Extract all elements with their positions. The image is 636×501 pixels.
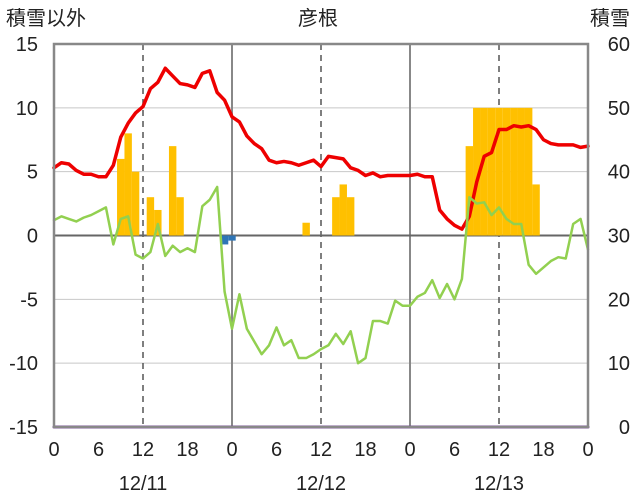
left-tick-label: -10: [9, 353, 38, 375]
precip-bar: [487, 107, 496, 236]
precip-bar: [465, 146, 474, 236]
precip-bar: [176, 197, 184, 236]
precip-bar: [117, 158, 125, 236]
right-tick-labels: 60 50 40 30 20 10 0: [608, 34, 630, 439]
right-tick-label: 50: [608, 98, 630, 120]
left-tick-label: -5: [20, 289, 38, 311]
right-tick-label: 40: [608, 162, 630, 184]
left-tick-label: 15: [16, 34, 38, 56]
x-tick-label: 18: [532, 439, 554, 461]
precip-bar: [124, 133, 132, 236]
x-tick-label: 6: [271, 439, 282, 461]
negative-bar: [220, 235, 229, 245]
left-tick-label: -15: [9, 417, 38, 439]
precip-bar: [532, 184, 540, 236]
left-tick-labels: 15 10 5 0 -5 -10 -15: [9, 34, 38, 439]
right-axis-label: 積雪: [590, 7, 630, 30]
precip-bar: [131, 171, 140, 236]
x-tick-label: 12: [310, 439, 332, 461]
precip-bar: [302, 222, 310, 236]
precip-bar: [517, 107, 525, 236]
x-tick-label: 18: [354, 439, 376, 461]
x-tick-label: 6: [93, 439, 104, 461]
day-labels: 12/11 12/12 12/13: [119, 473, 524, 495]
precip-bar: [168, 146, 177, 236]
left-tick-label: 0: [27, 226, 38, 248]
precip-bar: [154, 209, 162, 236]
precip-bar: [510, 107, 518, 236]
x-tick-label: 0: [404, 439, 415, 461]
x-tick-label: 12: [132, 439, 154, 461]
precip-bar: [332, 197, 340, 236]
left-axis-label: 積雪以外: [6, 7, 86, 30]
right-tick-label: 10: [608, 353, 630, 375]
precip-bar: [495, 107, 503, 236]
day-label: 12/11: [119, 473, 168, 495]
series-line-2: [52, 185, 590, 365]
precip-bar: [339, 184, 347, 236]
precip-bar: [473, 107, 481, 236]
right-tick-label: 20: [608, 289, 630, 311]
left-tick-label: 5: [27, 162, 38, 184]
precip-bar: [480, 107, 488, 236]
precip-bar: [146, 197, 155, 236]
series-line-1: [52, 66, 590, 231]
day-label: 12/12: [296, 473, 346, 495]
precip-bar: [502, 107, 511, 236]
plot-frame: [52, 42, 590, 429]
x-tick-label: 6: [449, 439, 460, 461]
precip-bar: [346, 197, 355, 236]
precip-bar: [524, 107, 533, 236]
chart-title: 彦根: [298, 7, 338, 30]
right-tick-label: 30: [608, 226, 630, 248]
right-tick-label: 60: [608, 34, 630, 56]
x-tick-label: 0: [48, 439, 59, 461]
right-tick-label: 0: [619, 417, 630, 439]
left-tick-label: 10: [16, 98, 38, 120]
x-tick-labels: 0 6 12 18 0 6 12 18 0 6 12 18 0: [48, 439, 593, 461]
precipitation-bars: [117, 107, 540, 245]
x-tick-label: 0: [582, 439, 593, 461]
x-tick-label: 0: [226, 439, 237, 461]
x-tick-label: 18: [176, 439, 198, 461]
negative-bar: [228, 235, 236, 241]
x-tick-label: 12: [488, 439, 510, 461]
day-label: 12/13: [474, 473, 524, 495]
